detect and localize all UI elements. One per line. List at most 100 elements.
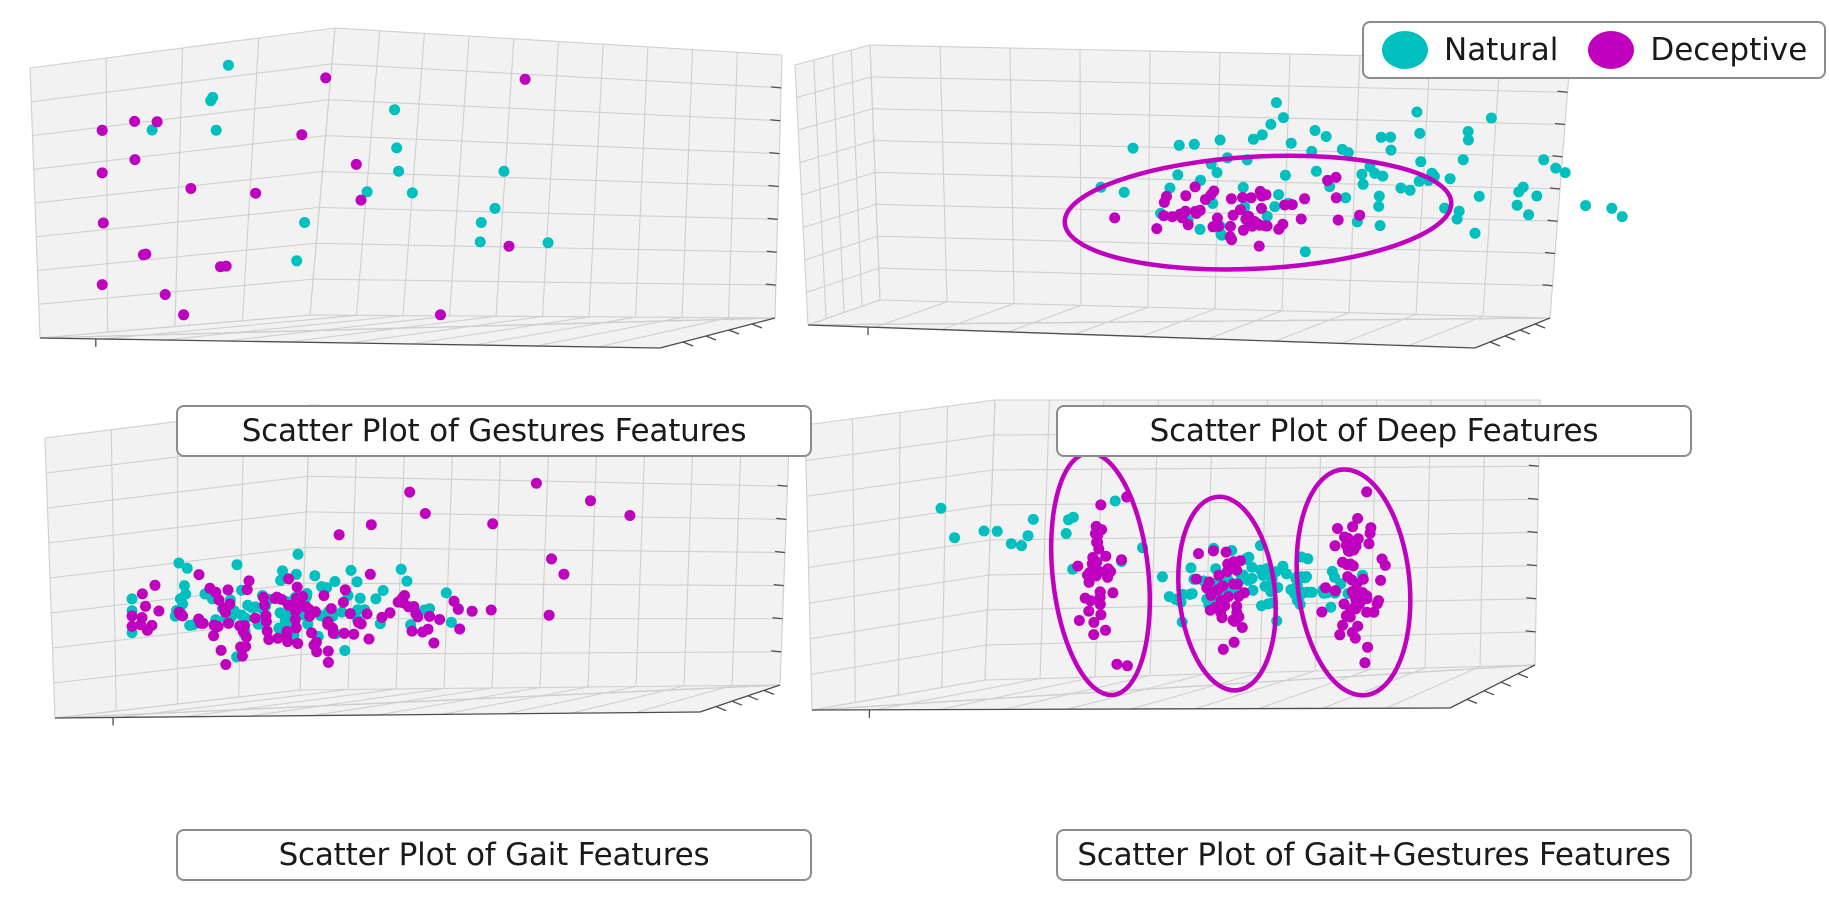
data-point — [406, 187, 418, 199]
data-point — [376, 611, 388, 623]
data-point — [1346, 586, 1358, 598]
data-point — [1237, 224, 1249, 236]
data-point — [1060, 528, 1072, 539]
legend-entry-natural: Natural — [1382, 31, 1558, 69]
data-point — [1359, 657, 1371, 669]
data-point — [1207, 221, 1219, 233]
data-point — [329, 576, 341, 587]
data-point — [365, 519, 377, 531]
data-point — [1243, 551, 1255, 563]
data-point — [355, 194, 367, 206]
data-point — [1342, 532, 1354, 544]
data-point — [178, 309, 190, 321]
data-point — [129, 115, 141, 127]
data-point — [1094, 566, 1106, 578]
data-point — [1513, 186, 1525, 198]
grid-lines — [794, 44, 1571, 349]
data-point — [1161, 190, 1172, 202]
data-point — [173, 557, 185, 569]
data-point — [1172, 169, 1184, 181]
data-point — [412, 611, 424, 623]
data-point — [1088, 629, 1100, 641]
data-point — [174, 608, 186, 620]
caption-deep: Scatter Plot of Deep Features — [1056, 405, 1692, 457]
data-point — [1236, 622, 1248, 633]
data-point — [1121, 660, 1133, 672]
data-point — [350, 158, 362, 170]
data-point — [258, 591, 269, 603]
data-point — [1109, 212, 1121, 224]
data-point — [235, 641, 247, 653]
data-point — [361, 608, 373, 620]
data-point — [135, 619, 147, 631]
series-natural — [1095, 97, 1628, 258]
data-point — [1361, 606, 1373, 618]
data-point — [1279, 169, 1291, 181]
data-point — [1451, 213, 1463, 225]
data-point — [290, 622, 302, 634]
data-point — [1330, 192, 1342, 204]
data-point — [322, 656, 334, 668]
data-point — [1237, 192, 1249, 203]
data-point — [1027, 513, 1039, 525]
data-point — [1285, 137, 1297, 149]
data-point — [1151, 223, 1163, 235]
data-point — [935, 502, 947, 514]
data-point — [344, 608, 356, 620]
data-point — [1299, 246, 1311, 258]
data-point — [485, 604, 497, 616]
data-point — [281, 626, 293, 637]
data-point — [181, 562, 193, 574]
data-point — [395, 563, 407, 575]
data-point — [1095, 499, 1107, 511]
data-point — [222, 59, 234, 71]
data-point — [1364, 527, 1376, 539]
data-point — [220, 606, 231, 618]
data-point — [1277, 112, 1289, 124]
data-point — [291, 255, 303, 267]
data-point — [1385, 144, 1397, 156]
data-point — [1073, 615, 1085, 626]
data-point — [1088, 616, 1100, 628]
data-point — [1016, 540, 1027, 552]
data-point — [1207, 545, 1219, 557]
data-point — [546, 553, 557, 565]
axis-lines — [811, 431, 1540, 718]
data-point — [1375, 574, 1387, 586]
data-point — [1376, 553, 1388, 565]
legend: Natural Deceptive — [1362, 21, 1826, 79]
data-point — [1361, 593, 1373, 605]
data-point — [174, 593, 186, 605]
data-point — [178, 580, 190, 592]
cluster-outline — [1062, 153, 1454, 272]
data-point — [210, 124, 222, 136]
data-point — [215, 261, 226, 273]
data-point — [316, 581, 328, 593]
data-point — [277, 565, 288, 577]
data-point — [272, 632, 284, 644]
data-point — [1189, 181, 1201, 193]
data-point — [404, 486, 416, 498]
data-point — [1247, 584, 1259, 596]
data-point — [351, 576, 363, 588]
data-point — [159, 289, 171, 300]
data-point — [1105, 566, 1117, 577]
data-point — [345, 564, 357, 576]
data-point — [1191, 207, 1202, 219]
data-point — [1523, 209, 1535, 221]
data-point — [296, 129, 308, 141]
data-point — [243, 575, 255, 587]
data-point — [1371, 598, 1383, 610]
data-point — [137, 249, 149, 261]
data-point — [519, 73, 531, 85]
data-point — [1357, 178, 1369, 190]
data-point — [1253, 240, 1265, 252]
data-point — [1444, 173, 1456, 185]
data-point — [1100, 624, 1111, 636]
legend-label-natural: Natural — [1444, 32, 1559, 68]
data-point — [1306, 586, 1318, 598]
data-point — [1185, 562, 1197, 574]
data-point — [325, 603, 337, 615]
data-point — [1193, 548, 1204, 560]
data-point — [403, 601, 415, 613]
